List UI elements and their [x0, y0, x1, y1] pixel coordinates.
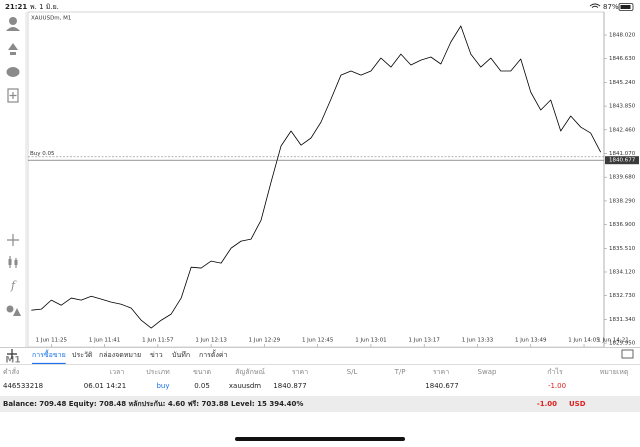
objects-icon-shape [13, 308, 21, 316]
tab-bar: การซื้อขาย ประวัติ กล่องจดหมาย ข่าว บันทึก กา… [32, 348, 228, 365]
add-button[interactable] [7, 349, 17, 359]
y-tick-label: 1831.340 [609, 317, 636, 323]
table-cell: 1840.877 [273, 382, 306, 390]
column-header: หมายเหตุ [600, 368, 629, 376]
chart-title: XAUUSDm, M1 [31, 16, 71, 22]
column-header: T/P [394, 368, 406, 376]
trade-table: คำสั่ง เวลา ประเภท ขนาด สัญลักษณ์ ราคา S/L T/P ร… [3, 367, 629, 390]
x-tick-label: 1 Jun 14:05 [568, 338, 600, 344]
order-label: Buy 0.05 [30, 151, 55, 157]
new-order-plus [9, 92, 17, 99]
table-cell: 0.05 [194, 382, 210, 390]
x-tick-label: 1 Jun 14:21 [597, 338, 628, 344]
table-cell: 446533218 [3, 382, 43, 390]
total-profit: -1.00 [537, 400, 557, 408]
x-tick-label: 1 Jun 11:41 [89, 338, 120, 344]
y-tick-label: 1843.850 [609, 104, 636, 110]
chat-icon[interactable] [6, 67, 20, 77]
y-tick-label: 1838.290 [609, 198, 636, 204]
table-cell: 06.01 14:21 [84, 382, 126, 390]
y-tick-label: 1846.630 [609, 56, 636, 62]
account-summary: Balance: 709.48 Equity: 708.48 หลักประกั… [3, 400, 303, 408]
y-tick-label: 1845.240 [609, 80, 636, 86]
wifi-icon [589, 3, 601, 8]
column-header: สัญลักษณ์ [235, 368, 265, 376]
price-line [31, 25, 602, 329]
table-cell: xauusdm [229, 382, 261, 390]
table-cell: 1840.677 [425, 382, 458, 390]
tab[interactable]: กล่องจดหมาย [99, 351, 141, 359]
timeframe-button[interactable]: M1 [5, 356, 20, 366]
current-price-tag [605, 156, 639, 165]
currency: USD [569, 400, 586, 408]
current-price-label: 1840.677 [609, 158, 636, 164]
y-tick-label: 1842.460 [609, 127, 636, 133]
x-tick-label: 1 Jun 12:45 [302, 338, 334, 344]
x-tick-label: 1 Jun 13:17 [408, 338, 440, 344]
indicators-icon[interactable]: f [10, 279, 17, 292]
y-tick-label: 1834.120 [609, 269, 636, 275]
table-cell: -1.00 [548, 382, 566, 390]
sidebar: f M1 [5, 17, 21, 366]
x-tick-label: 1 Jun 13:49 [515, 338, 547, 344]
column-header: ราคา [292, 368, 308, 376]
column-header: ขนาด [193, 368, 211, 376]
column-header: คำสั่ง [3, 367, 19, 376]
table-cell: buy [156, 382, 169, 390]
column-header: S/L [347, 368, 358, 376]
y-tick-label: 1839.680 [609, 175, 636, 181]
y-tick-label: 1829.950 [609, 341, 636, 347]
objects-icon[interactable] [6, 305, 14, 313]
crosshair-icon[interactable] [7, 234, 19, 246]
battery-icon [618, 3, 634, 11]
column-header: กำไร [547, 367, 563, 376]
x-tick-label: 1 Jun 11:25 [36, 338, 68, 344]
price-chart: XAUUSDm, M1 1829.950 1831.340 1832.730 1834… [27, 11, 639, 348]
plot-area [27, 11, 605, 348]
accounts-icon-body [6, 27, 20, 31]
summary-bar [0, 396, 640, 412]
tab[interactable]: การตั้งค่า [199, 348, 228, 359]
tab[interactable]: ข่าว [150, 351, 163, 359]
tab[interactable]: ประวัติ [72, 351, 93, 359]
tab[interactable]: บันทึก [172, 350, 190, 359]
home-indicator [235, 437, 405, 441]
column-header: เวลา [110, 368, 125, 376]
x-tick-label: 1 Jun 12:13 [195, 338, 227, 344]
toggle-panel-icon[interactable] [621, 349, 634, 359]
y-tick-label: 1835.510 [609, 246, 636, 252]
accounts-icon[interactable] [9, 17, 17, 25]
y-tick-label: 1841.070 [609, 151, 636, 157]
column-header: ประเภท [146, 368, 170, 376]
y-tick-label: 1832.730 [609, 293, 636, 299]
x-tick-label: 1 Jun 13:33 [462, 338, 494, 344]
candle-icon [14, 260, 18, 265]
y-tick-label: 1836.900 [609, 222, 636, 228]
y-tick-label: 1848.020 [609, 33, 636, 39]
tab[interactable]: การซื้อขาย [32, 348, 66, 359]
new-order-icon[interactable] [7, 88, 19, 103]
x-tick-label: 1 Jun 13:01 [355, 338, 386, 344]
x-tick-label: 1 Jun 11:57 [142, 338, 174, 344]
status-date: พ. 1 มิ.ย. [30, 3, 59, 11]
status-time: 21:21 [5, 3, 27, 11]
trade-icon[interactable] [8, 43, 18, 55]
battery-fill [620, 5, 631, 9]
column-header: Swap [478, 368, 497, 376]
x-tick-label: 1 Jun 12:29 [249, 338, 281, 344]
battery-level: 87% [603, 3, 619, 11]
candle-icon [8, 259, 12, 265]
column-header: ราคา [433, 368, 449, 376]
